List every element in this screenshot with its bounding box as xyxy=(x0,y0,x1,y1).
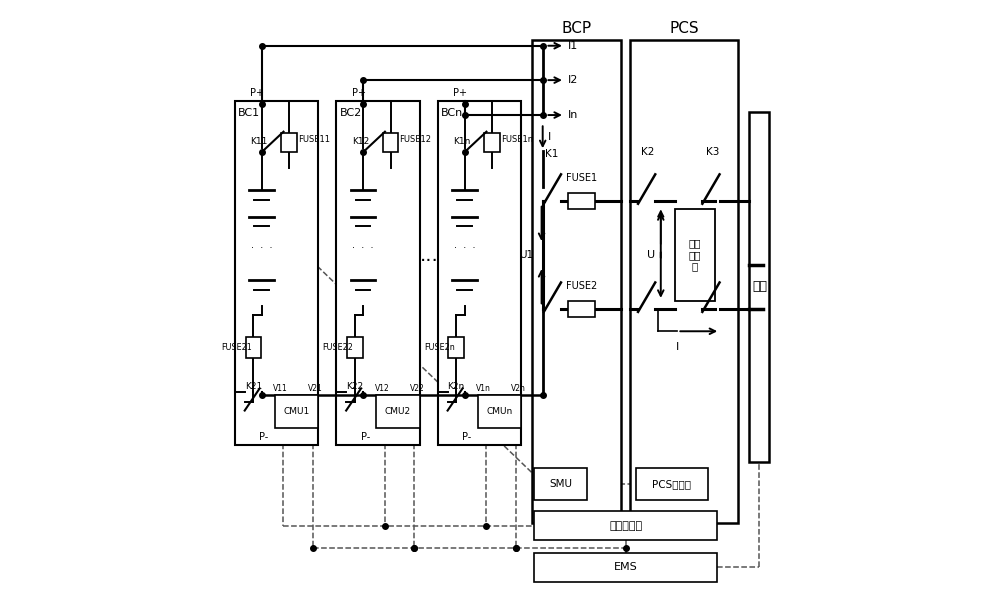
Bar xyxy=(383,133,398,153)
Text: K22: K22 xyxy=(346,382,363,391)
Text: FUSE22: FUSE22 xyxy=(322,343,353,352)
Bar xyxy=(630,40,738,523)
Text: BCn: BCn xyxy=(441,108,463,118)
Bar xyxy=(749,112,769,461)
Text: V11: V11 xyxy=(273,384,288,393)
Text: V2n: V2n xyxy=(511,384,526,393)
Text: ·  ·  ·: · · · xyxy=(352,243,374,253)
Bar xyxy=(281,133,297,153)
Text: PCS: PCS xyxy=(670,21,699,36)
Bar xyxy=(534,553,717,582)
Bar xyxy=(438,101,521,445)
Text: 主功
率回
路: 主功 率回 路 xyxy=(688,238,701,272)
Text: FUSE2: FUSE2 xyxy=(566,281,597,291)
Text: ·  ·  ·: · · · xyxy=(251,243,272,253)
Text: FUSE1: FUSE1 xyxy=(566,173,597,183)
Bar xyxy=(448,337,464,358)
Bar xyxy=(376,395,420,429)
Text: ...: ... xyxy=(419,246,438,265)
Text: P-: P- xyxy=(259,432,269,442)
Text: CMUn: CMUn xyxy=(486,407,513,416)
Text: K1: K1 xyxy=(545,150,559,159)
Text: CMU2: CMU2 xyxy=(385,407,411,416)
Text: I: I xyxy=(548,132,551,142)
Text: 电网: 电网 xyxy=(752,280,767,293)
Bar xyxy=(534,511,717,541)
Bar xyxy=(336,101,420,445)
Text: P+: P+ xyxy=(352,88,366,98)
Text: In: In xyxy=(568,110,578,120)
Text: K3: K3 xyxy=(706,147,719,157)
Text: I: I xyxy=(676,342,679,352)
Text: U: U xyxy=(647,250,655,260)
Bar xyxy=(478,395,521,429)
Bar xyxy=(534,468,587,501)
Bar xyxy=(675,209,715,301)
Text: BC2: BC2 xyxy=(340,108,362,118)
Text: CMU1: CMU1 xyxy=(283,407,310,416)
Text: BC1: BC1 xyxy=(238,108,260,118)
Text: FUSE11: FUSE11 xyxy=(298,135,330,144)
Bar xyxy=(532,40,621,523)
Text: U1: U1 xyxy=(519,250,533,260)
Text: I2: I2 xyxy=(568,75,578,85)
Text: 本地控制器: 本地控制器 xyxy=(609,521,642,531)
Text: FUSE21: FUSE21 xyxy=(221,343,252,352)
Text: V12: V12 xyxy=(375,384,389,393)
Text: FUSE1n: FUSE1n xyxy=(501,135,533,144)
Text: EMS: EMS xyxy=(614,563,638,572)
Text: ·  ·  ·: · · · xyxy=(454,243,475,253)
Text: K12: K12 xyxy=(352,136,369,145)
Text: V21: V21 xyxy=(308,384,323,393)
Text: P-: P- xyxy=(361,432,370,442)
Bar xyxy=(235,101,318,445)
Text: SMU: SMU xyxy=(549,479,572,489)
Bar xyxy=(484,133,500,153)
Text: V1n: V1n xyxy=(476,384,491,393)
Text: BCP: BCP xyxy=(561,21,592,36)
Bar xyxy=(275,395,318,429)
Bar xyxy=(568,193,595,209)
Text: FUSE2n: FUSE2n xyxy=(424,343,455,352)
Text: V22: V22 xyxy=(409,384,424,393)
Bar xyxy=(636,468,708,501)
Bar xyxy=(246,337,261,358)
Text: P+: P+ xyxy=(250,88,264,98)
Text: PCS控制器: PCS控制器 xyxy=(652,479,691,489)
Bar xyxy=(568,301,595,318)
Text: K1n: K1n xyxy=(453,136,471,145)
Text: K11: K11 xyxy=(251,136,268,145)
Bar xyxy=(347,337,363,358)
Text: K2: K2 xyxy=(641,147,655,157)
Text: K21: K21 xyxy=(245,382,262,391)
Text: FUSE12: FUSE12 xyxy=(399,135,431,144)
Text: P-: P- xyxy=(462,432,472,442)
Text: I1: I1 xyxy=(568,41,578,51)
Text: P+: P+ xyxy=(453,88,467,98)
Text: K2n: K2n xyxy=(448,382,465,391)
